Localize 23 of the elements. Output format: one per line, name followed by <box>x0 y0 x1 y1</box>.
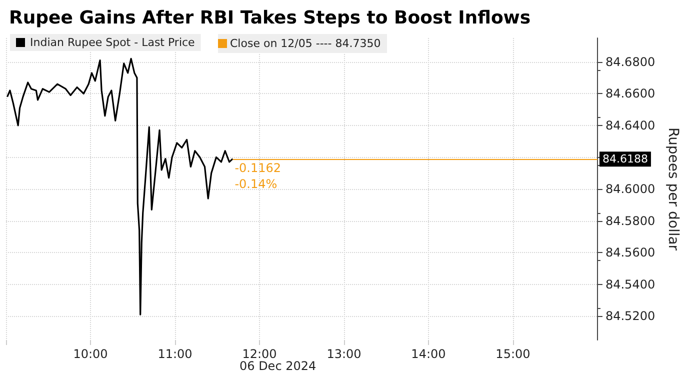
x-tick-label: 13:00 <box>326 347 362 361</box>
x-tick-label: 10:00 <box>73 347 108 361</box>
y-tick-label: 84.5400 <box>605 277 656 292</box>
y-tick-label: 84.6600 <box>605 86 656 101</box>
line-series <box>6 58 234 316</box>
x-tick-label: 14:00 <box>411 347 446 361</box>
y-tick-label: 84.6800 <box>605 54 656 69</box>
ref-line-label: 84.6188 <box>602 152 648 166</box>
text: 06 Dec 2024 <box>239 359 316 372</box>
y-axis-title: Rupees per dollar <box>665 127 681 251</box>
x-tick-label: 11:00 <box>158 347 192 361</box>
y-tick-label: 84.5600 <box>605 246 656 260</box>
legend-label: Indian Rupee Spot - Last Price <box>30 36 196 49</box>
y-tick-label: 84.6400 <box>605 118 656 132</box>
x-tick-label: 12:00 <box>242 347 277 361</box>
y-tick-label: 84.6000 <box>605 182 656 196</box>
annotation: Close on 12/05 ---- 84.7350 <box>230 37 381 50</box>
y-tick-label: 84.5200 <box>605 309 656 324</box>
annotation: -0.14% <box>234 177 278 192</box>
annotation: -0.1162 <box>234 161 282 176</box>
chart-title: Rupee Gains After RBI Takes Steps to Boost Inflows <box>9 8 531 28</box>
y-tick-label: 84.5800 <box>605 214 656 228</box>
x-tick-label: 15:00 <box>496 347 530 361</box>
